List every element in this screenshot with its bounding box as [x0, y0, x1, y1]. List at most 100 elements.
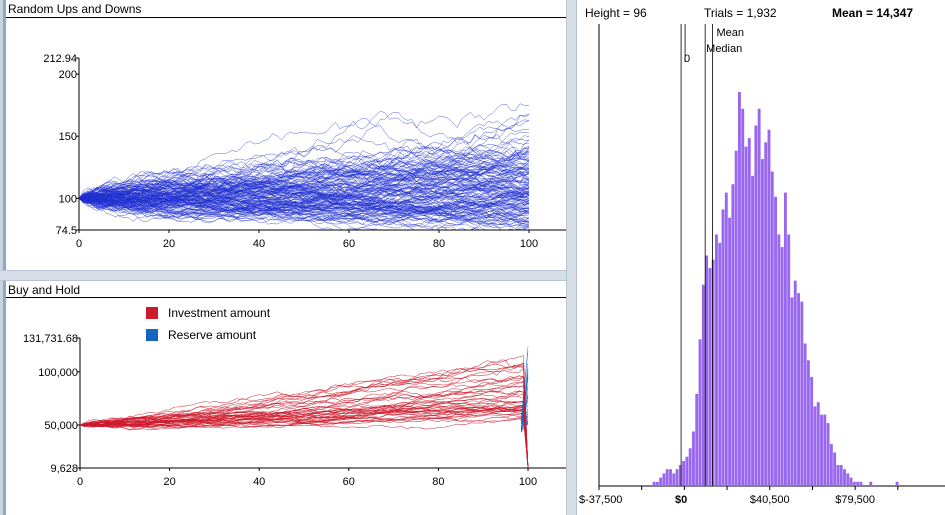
series-line — [79, 173, 530, 206]
histogram-bar — [836, 465, 840, 486]
histogram-bar — [678, 465, 682, 486]
series-line — [79, 154, 530, 201]
reserve-swatch — [146, 329, 158, 341]
y-tick-label: 74.5 — [56, 225, 77, 237]
investment-line — [79, 399, 529, 469]
histogram-bar — [803, 343, 807, 486]
panel-title: Random Ups and Downs — [8, 2, 142, 16]
series-line — [79, 188, 530, 216]
y-tick-label: 50,000 — [44, 420, 78, 432]
histogram-bar — [652, 481, 656, 486]
histogram-chart: $-37,500 $0 $40,500 $79,500 0 Mean Median — [579, 24, 945, 506]
histogram-bar — [754, 125, 758, 486]
series-line — [79, 195, 530, 218]
histogram-bar — [780, 247, 784, 486]
histogram-bar — [813, 406, 817, 486]
series-line — [79, 161, 530, 199]
histogram-bar — [672, 473, 676, 486]
series-line — [79, 148, 530, 199]
x-tick-label: 0 — [76, 238, 82, 250]
histogram-bar — [705, 255, 709, 486]
histogram-bar — [833, 452, 837, 486]
histogram-bar — [839, 465, 843, 486]
legend-label: Reserve amount — [168, 328, 257, 342]
x-tick-label: 60 — [343, 238, 355, 250]
histogram-bar — [846, 473, 850, 486]
x-tick-label: $0 — [675, 494, 687, 506]
buy-hold-panel: Buy and Hold 131,731.68 100,000 50,000 9,62… — [3, 281, 569, 515]
histogram-bar — [800, 301, 804, 486]
x-tick-label: 0 — [77, 476, 83, 488]
histogram-bar — [738, 92, 741, 486]
histogram-bar — [797, 293, 800, 486]
histogram-bar — [688, 448, 692, 486]
series-line — [79, 191, 530, 219]
series-line — [79, 138, 530, 204]
histogram-bar — [692, 431, 695, 486]
series-line — [79, 158, 530, 202]
x-tick-label: 100 — [520, 238, 538, 250]
series-line — [79, 188, 530, 224]
x-tick-label: 60 — [343, 476, 355, 488]
series-line — [79, 185, 530, 208]
y-tick-label: 200 — [59, 69, 77, 81]
vertical-splitter[interactable] — [566, 0, 577, 515]
histogram-bar — [843, 469, 846, 486]
median-marker-label: Median — [706, 43, 742, 55]
investment-line — [79, 406, 529, 469]
histogram-bar — [695, 393, 699, 486]
series-line — [79, 176, 530, 207]
investment-line — [79, 375, 529, 469]
histogram-bar — [744, 146, 748, 486]
histogram-bar — [669, 469, 672, 486]
legend-label: Investment amount — [168, 306, 271, 320]
investment-line — [79, 385, 529, 469]
histogram-bar — [849, 477, 853, 486]
histogram-bar — [747, 138, 751, 486]
series-line — [79, 181, 530, 211]
series-line — [79, 190, 530, 211]
legend-reserve: Reserve amount — [146, 328, 256, 342]
histogram-bar — [655, 481, 659, 486]
histogram-bar — [767, 129, 771, 486]
investment-line — [79, 403, 529, 469]
histogram-bar — [721, 209, 725, 486]
histogram-bar — [708, 268, 712, 486]
investment-line — [79, 389, 529, 469]
histogram-bar — [869, 481, 873, 486]
investment-line — [79, 355, 529, 469]
histogram-bar — [734, 150, 738, 486]
histogram-bar — [856, 481, 860, 486]
series-line — [79, 135, 530, 199]
y-tick-label: 100,000 — [38, 367, 78, 379]
series-line — [79, 162, 530, 202]
investment-line — [79, 402, 529, 469]
panel-title: Buy and Hold — [8, 283, 81, 297]
histogram-bar — [806, 360, 810, 486]
histogram-bar — [783, 192, 787, 486]
series-line — [79, 198, 530, 226]
histogram-bar — [777, 234, 781, 486]
series-line — [79, 118, 530, 199]
histogram-bar — [715, 234, 718, 486]
investment-line — [79, 414, 529, 469]
title-rule — [6, 297, 569, 298]
series-line — [79, 169, 530, 199]
random-walk-chart: 212.94 200 150 100 74.50 20 40 60 80 100 — [43, 53, 569, 250]
series-line — [79, 196, 530, 230]
legend-investment: Investment amount — [146, 306, 270, 320]
histogram-bar — [675, 469, 679, 486]
x-tick-label: 40 — [253, 476, 265, 488]
y-tick-label: 9,628 — [50, 463, 78, 475]
series-line — [79, 144, 530, 202]
investment-line — [79, 393, 529, 469]
investment-line — [79, 365, 529, 469]
histogram-bar — [741, 108, 745, 487]
title-rule — [6, 17, 569, 18]
series-group — [79, 346, 529, 469]
horizontal-splitter[interactable] — [0, 270, 566, 281]
investment-line — [79, 400, 529, 469]
histogram-bar — [770, 171, 774, 486]
x-tick-label: $79,500 — [835, 494, 875, 506]
